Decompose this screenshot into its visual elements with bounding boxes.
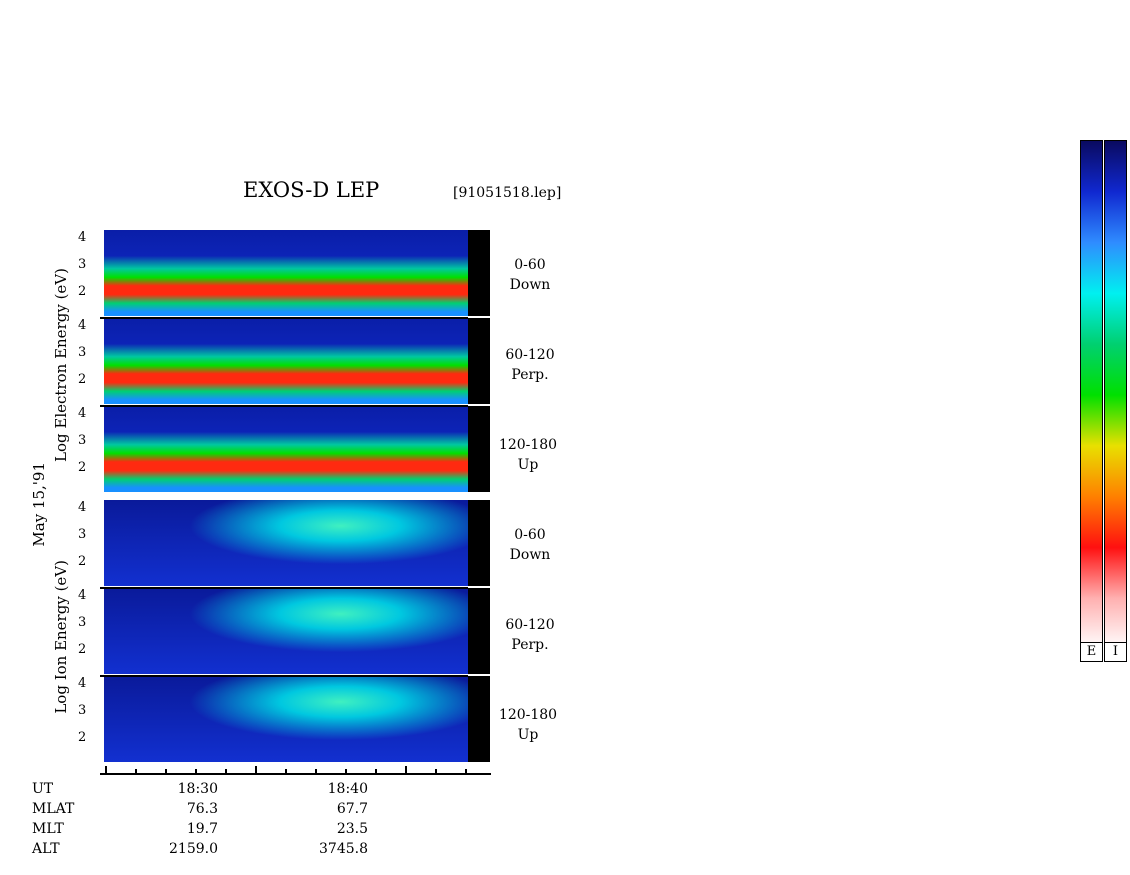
electron-panel-3-label: 120-180 Up (495, 435, 561, 475)
electron-spectrogram-2 (104, 318, 468, 404)
date-label: May 15,'91 (30, 462, 48, 547)
electron-ytick: 3 (78, 433, 87, 448)
colorbar-ion-label: I (1104, 642, 1127, 662)
footer-label-mlat: MLAT (32, 801, 75, 817)
electron-panel-2-dir: Perp. (511, 367, 549, 383)
panel-edge-strip (468, 676, 490, 762)
electron-ytick: 2 (78, 460, 87, 475)
panel-edge-strip (468, 230, 490, 316)
ion-ytick: 3 (78, 703, 87, 718)
ion-spectrogram-3 (104, 676, 468, 762)
electron-panel-1-label: 0-60 Down (503, 255, 557, 295)
ion-panel-1-range: 0-60 (514, 527, 546, 543)
footer-mlt-2: 23.5 (336, 821, 368, 837)
panel-separator (100, 675, 468, 677)
electron-panel-1-range: 0-60 (514, 257, 546, 273)
colorbar-electron-label: E (1080, 642, 1103, 662)
panel-edge-strip (468, 406, 490, 492)
footer-label-mlt: MLT (32, 821, 64, 837)
footer-label-ut: UT (32, 781, 54, 797)
electron-ytick: 2 (78, 372, 87, 387)
footer-alt-1: 2159.0 (169, 841, 218, 857)
electron-panel-2-range: 60-120 (505, 347, 555, 363)
footer-ut-1: 18:30 (177, 781, 218, 797)
ion-panel-3-dir: Up (517, 727, 539, 743)
ion-ytick: 3 (78, 527, 87, 542)
footer-labels: UT MLAT MLT ALT (32, 779, 112, 859)
electron-panel-1-dir: Down (509, 277, 551, 293)
ion-panel-3-label: 120-180 Up (495, 705, 561, 745)
file-name: [91051518.lep] (453, 185, 562, 201)
ion-ytick: 4 (78, 588, 87, 603)
footer-col-1: 18:30 76.3 19.7 2159.0 (150, 779, 218, 859)
footer-col-2: 18:40 67.7 23.5 3745.8 (300, 779, 368, 859)
electron-panel-3-range: 120-180 (498, 437, 558, 453)
footer-label-alt: ALT (32, 841, 60, 857)
ion-spectrogram-1 (104, 500, 468, 586)
electron-spectrogram-3 (104, 406, 468, 492)
panel-edge-strip (468, 500, 490, 586)
time-axis (100, 766, 491, 775)
electron-ytick: 3 (78, 345, 87, 360)
ion-ytick: 2 (78, 554, 87, 569)
ion-panel-1-dir: Down (509, 547, 551, 563)
electron-spectrogram-1 (104, 230, 468, 316)
panel-edge-strip (468, 318, 490, 404)
electron-panel-3-dir: Up (517, 457, 539, 473)
panel-separator (100, 587, 468, 589)
chart-title: EXOS-D LEP (243, 178, 380, 202)
ion-panel-2-range: 60-120 (505, 617, 555, 633)
ion-panel-1-label: 0-60 Down (503, 525, 557, 565)
ion-panel-3-range: 120-180 (498, 707, 558, 723)
electron-ytick: 4 (78, 318, 87, 333)
panel-edge-strip (468, 588, 490, 674)
electron-ytick: 3 (78, 257, 87, 272)
ion-spectrogram-2 (104, 588, 468, 674)
ion-ytick: 2 (78, 730, 87, 745)
colorbar-electron (1080, 140, 1103, 650)
ion-ytick: 4 (78, 676, 87, 691)
ion-ytick: 4 (78, 500, 87, 515)
electron-ylabel: Log Electron Energy (eV) (52, 268, 70, 462)
footer-mlat-2: 67.7 (336, 801, 368, 817)
footer-alt-2: 3745.8 (319, 841, 368, 857)
electron-ytick: 4 (78, 230, 87, 245)
ion-panel-2-label: 60-120 Perp. (500, 615, 560, 655)
panel-separator (100, 317, 468, 319)
footer-mlt-1: 19.7 (186, 821, 218, 837)
footer-ut-2: 18:40 (327, 781, 368, 797)
panel-separator (100, 405, 468, 407)
ion-ylabel: Log Ion Energy (eV) (52, 560, 70, 714)
footer-mlat-1: 76.3 (186, 801, 218, 817)
colorbar-ion (1104, 140, 1127, 650)
ion-ytick: 3 (78, 615, 87, 630)
electron-ytick: 2 (78, 284, 87, 299)
electron-ytick: 4 (78, 406, 87, 421)
ion-panel-2-dir: Perp. (511, 637, 549, 653)
electron-panel-2-label: 60-120 Perp. (500, 345, 560, 385)
ion-ytick: 2 (78, 642, 87, 657)
